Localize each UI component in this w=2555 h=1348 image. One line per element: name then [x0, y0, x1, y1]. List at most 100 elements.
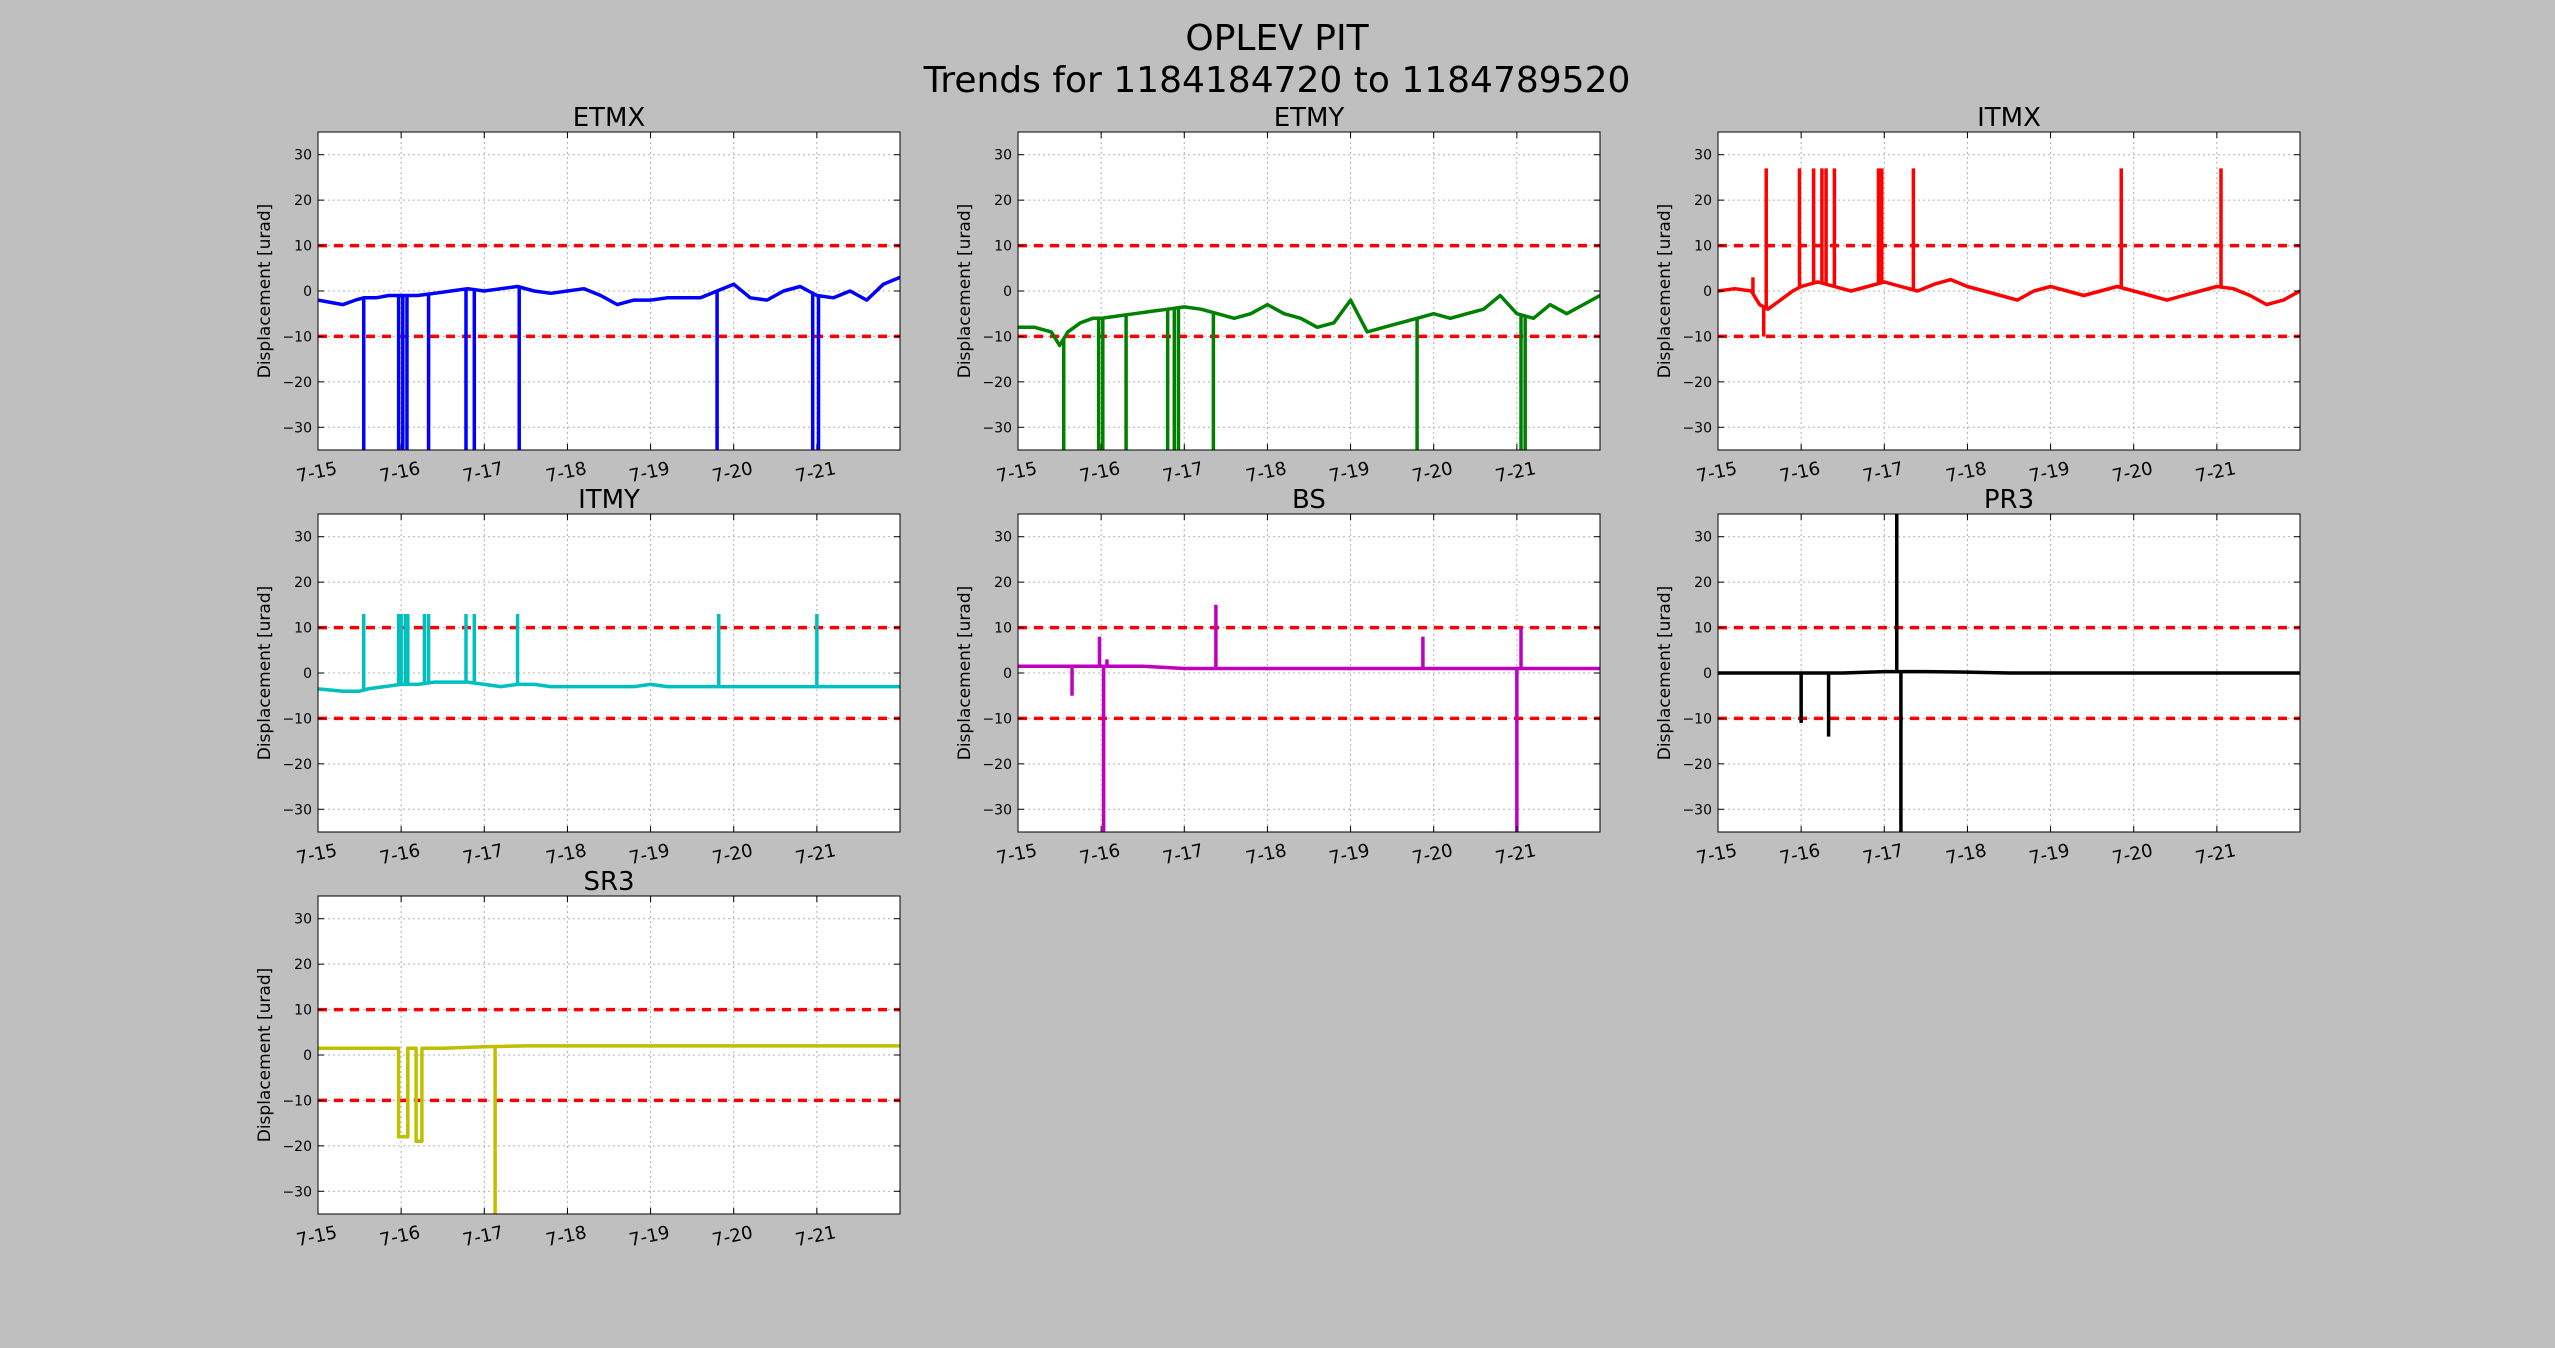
- y-tick-label: −20: [282, 757, 312, 773]
- y-axis-label: Displacement [urad]: [1655, 586, 1675, 761]
- subplot-etmx: −30 −20 −10 0 10 20 30 7-15 7-16 7-17 7-18 7-19 7-20…: [255, 103, 901, 487]
- y-tick-label: 0: [303, 284, 312, 300]
- y-tick-label: −10: [282, 711, 312, 727]
- y-tick-label: 30: [994, 530, 1012, 546]
- x-tick-label: 7-19: [2027, 458, 2071, 487]
- x-tick-label: 7-18: [544, 458, 588, 487]
- y-axis-label: Displacement [urad]: [955, 586, 975, 761]
- y-tick-label: 30: [994, 148, 1012, 164]
- y-tick-label: 10: [294, 239, 312, 255]
- y-tick-label: 20: [994, 193, 1012, 209]
- subplot-sr3: −30 −20 −10 0 10 20 30 7-15 7-16 7-17 7-18 7-19 7-20…: [255, 867, 901, 1251]
- x-tick-label: 7-19: [627, 458, 671, 487]
- x-tick-label: 7-20: [710, 458, 754, 487]
- x-tick-label: 7-17: [461, 1222, 505, 1251]
- x-tick-label: 7-21: [2194, 458, 2238, 487]
- y-tick-label: −20: [282, 375, 312, 391]
- x-tick-label: 7-18: [1244, 840, 1288, 869]
- x-tick-label: 7-15: [295, 1222, 339, 1251]
- series-line: [1718, 669, 2300, 675]
- y-tick-label: −30: [282, 1184, 312, 1200]
- figure-title: OPLEV PIT: [1185, 18, 1369, 59]
- y-tick-label: −10: [282, 329, 312, 345]
- x-tick-label: 7-16: [378, 1222, 422, 1251]
- series-group: [1718, 168, 2300, 337]
- x-tick-label: 7-21: [2194, 840, 2238, 869]
- y-tick-label: 30: [294, 530, 312, 546]
- subplot-itmy: −30 −20 −10 0 10 20 30 7-15 7-16 7-17 7-18 7-19 7-20…: [255, 485, 901, 869]
- y-tick-label: −30: [282, 802, 312, 818]
- y-tick-label: 0: [1703, 284, 1712, 300]
- y-tick-label: −30: [282, 420, 312, 436]
- x-tick-label: 7-21: [1494, 840, 1538, 869]
- x-tick-label: 7-20: [710, 1222, 754, 1251]
- x-tick-label: 7-19: [1327, 458, 1371, 487]
- y-tick-label: 0: [1003, 284, 1012, 300]
- x-tick-label: 7-21: [794, 458, 838, 487]
- subplot-itmx: −30 −20 −10 0 10 20 30 7-15 7-16 7-17 7-18 7-19 7-20…: [1655, 103, 2301, 487]
- x-tick-label: 7-17: [1161, 840, 1205, 869]
- x-tick-label: 7-17: [461, 458, 505, 487]
- y-tick-label: 0: [303, 666, 312, 682]
- y-tick-label: −20: [982, 375, 1012, 391]
- x-tick-label: 7-16: [1778, 458, 1822, 487]
- subplot-title: ETMY: [1274, 103, 1345, 133]
- y-tick-label: −30: [1682, 802, 1712, 818]
- x-tick-label: 7-21: [794, 840, 838, 869]
- x-tick-label: 7-20: [2110, 458, 2154, 487]
- figure-subtitle: Trends for 1184184720 to 1184789520: [923, 60, 1631, 101]
- x-tick-label: 7-19: [627, 1222, 671, 1251]
- subplot-etmy: −30 −20 −10 0 10 20 30 7-15 7-16 7-17 7-18 7-19 7-20…: [955, 103, 1601, 487]
- y-axis-label: Displacement [urad]: [955, 204, 975, 379]
- subplot-title: PR3: [1984, 485, 2034, 515]
- y-tick-label: 10: [994, 621, 1012, 637]
- x-tick-label: 7-17: [461, 840, 505, 869]
- y-tick-label: 20: [1694, 575, 1712, 591]
- y-tick-label: 20: [294, 957, 312, 973]
- y-tick-label: 10: [294, 621, 312, 637]
- subplot-title: BS: [1292, 485, 1326, 515]
- x-tick-label: 7-20: [1410, 840, 1454, 869]
- x-tick-label: 7-20: [1410, 458, 1454, 487]
- y-tick-label: 30: [1694, 530, 1712, 546]
- x-tick-label: 7-21: [794, 1222, 838, 1251]
- y-tick-label: 10: [294, 1003, 312, 1019]
- subplot-grid: −30 −20 −10 0 10 20 30 7-15 7-16 7-17 7-18 7-19 7-20…: [255, 103, 2301, 1251]
- x-tick-label: 7-20: [710, 840, 754, 869]
- x-tick-label: 7-19: [2027, 840, 2071, 869]
- y-tick-label: −20: [1682, 757, 1712, 773]
- x-tick-label: 7-16: [1078, 458, 1122, 487]
- y-tick-label: −30: [982, 802, 1012, 818]
- x-tick-label: 7-18: [1944, 840, 1988, 869]
- y-axis-label: Displacement [urad]: [255, 204, 275, 379]
- x-tick-label: 7-15: [1695, 458, 1739, 487]
- subplot-title: ITMX: [1977, 103, 2041, 133]
- x-tick-label: 7-18: [544, 1222, 588, 1251]
- subplot-pr3: −30 −20 −10 0 10 20 30 7-15 7-16 7-17 7-18 7-19 7-20…: [1655, 485, 2301, 869]
- x-tick-label: 7-16: [1778, 840, 1822, 869]
- x-tick-label: 7-16: [378, 840, 422, 869]
- series-line: [318, 275, 900, 307]
- y-tick-label: −20: [1682, 375, 1712, 391]
- y-tick-label: −10: [1682, 329, 1712, 345]
- x-tick-label: 7-15: [995, 458, 1039, 487]
- y-tick-label: 30: [294, 912, 312, 928]
- y-axis-label: Displacement [urad]: [255, 586, 275, 761]
- y-axis-label: Displacement [urad]: [255, 968, 275, 1143]
- x-tick-label: 7-18: [1944, 458, 1988, 487]
- series-group: [1018, 604, 1600, 832]
- series-group: [318, 1044, 900, 1214]
- series-line: [1718, 277, 2300, 311]
- x-tick-label: 7-15: [295, 840, 339, 869]
- x-tick-label: 7-20: [2110, 840, 2154, 869]
- series-line: [318, 1044, 900, 1144]
- y-tick-label: 0: [1003, 666, 1012, 682]
- x-tick-label: 7-15: [995, 840, 1039, 869]
- subplot-title: SR3: [583, 867, 634, 897]
- y-axis-label: Displacement [urad]: [1655, 204, 1675, 379]
- x-tick-label: 7-18: [1244, 458, 1288, 487]
- y-tick-label: −10: [982, 711, 1012, 727]
- x-tick-label: 7-19: [1327, 840, 1371, 869]
- y-tick-label: 0: [1703, 666, 1712, 682]
